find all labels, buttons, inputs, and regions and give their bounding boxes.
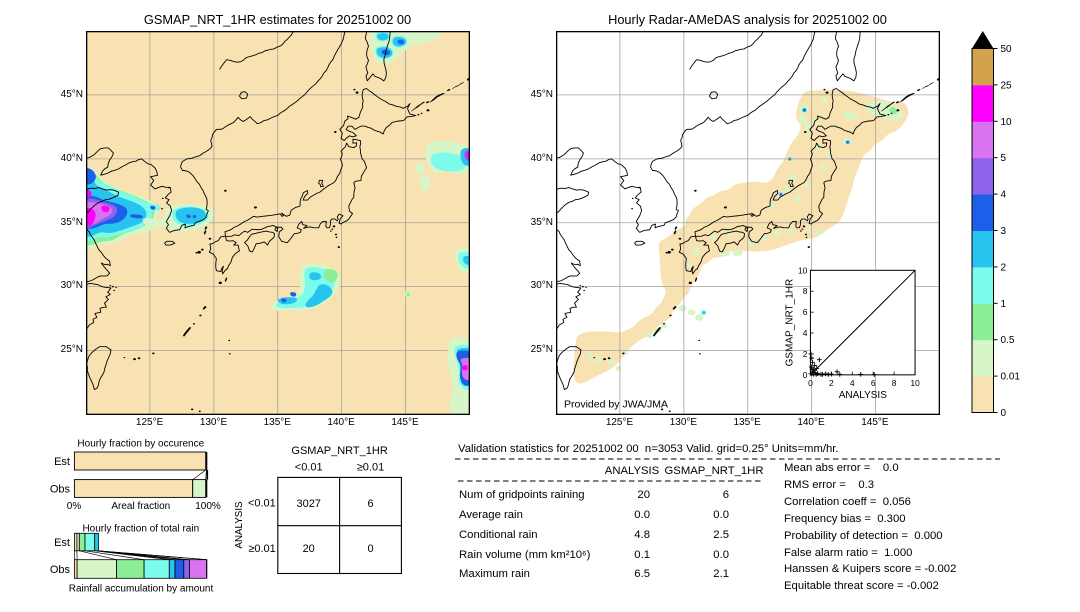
- svg-text:ANALYSIS: ANALYSIS: [234, 501, 245, 549]
- svg-text:0.5: 0.5: [1001, 335, 1015, 346]
- svg-text:4: 4: [1001, 190, 1007, 201]
- svg-text:<0.01: <0.01: [295, 462, 323, 474]
- svg-text:≥0.01: ≥0.01: [357, 462, 384, 474]
- svg-text:6: 6: [871, 378, 876, 388]
- svg-text:<0.01: <0.01: [248, 498, 276, 510]
- svg-text:Est: Est: [54, 456, 70, 468]
- svg-text:0: 0: [808, 378, 813, 388]
- svg-text:2: 2: [802, 349, 807, 359]
- svg-text:Obs: Obs: [50, 564, 71, 576]
- svg-text:Hourly fraction by occurence: Hourly fraction by occurence: [77, 439, 204, 450]
- svg-text:3027: 3027: [296, 498, 320, 510]
- svg-text:Rainfall accumulation by amoun: Rainfall accumulation by amount: [69, 584, 214, 595]
- svg-text:1: 1: [1001, 299, 1007, 310]
- svg-text:2: 2: [829, 378, 834, 388]
- svg-text:≥0.01: ≥0.01: [248, 543, 275, 555]
- svg-text:Provided by JWA/JMA: Provided by JWA/JMA: [564, 399, 668, 411]
- svg-text:8: 8: [891, 378, 896, 388]
- svg-text:6: 6: [802, 307, 807, 317]
- svg-text:25: 25: [1001, 80, 1013, 91]
- svg-text:ANALYSIS: ANALYSIS: [838, 390, 886, 401]
- svg-text:0: 0: [802, 370, 807, 380]
- svg-text:3: 3: [1001, 226, 1007, 237]
- svg-text:GSMAP_NRT_1HR: GSMAP_NRT_1HR: [784, 279, 795, 367]
- svg-text:0: 0: [1001, 408, 1007, 419]
- svg-text:10: 10: [798, 265, 808, 275]
- svg-text:8: 8: [802, 286, 807, 296]
- svg-text:20: 20: [303, 543, 315, 555]
- svg-text:Est: Est: [54, 537, 70, 549]
- svg-text:10: 10: [1001, 117, 1013, 128]
- svg-text:4: 4: [850, 378, 855, 388]
- svg-text:Areal fraction: Areal fraction: [111, 501, 170, 512]
- svg-text:50: 50: [1001, 44, 1013, 55]
- svg-text:6: 6: [367, 498, 373, 510]
- svg-text:10: 10: [910, 378, 920, 388]
- svg-text:5: 5: [1001, 153, 1007, 164]
- svg-text:0: 0: [367, 543, 373, 555]
- svg-text:Hourly fraction of total rain: Hourly fraction of total rain: [82, 524, 199, 535]
- svg-text:Obs: Obs: [50, 484, 71, 496]
- svg-text:2: 2: [1001, 262, 1007, 273]
- svg-text:4: 4: [802, 328, 807, 338]
- svg-text:0%: 0%: [67, 501, 82, 512]
- svg-text:0.01: 0.01: [1001, 372, 1021, 383]
- svg-text:100%: 100%: [195, 501, 221, 512]
- svg-text:GSMAP_NRT_1HR: GSMAP_NRT_1HR: [291, 445, 387, 457]
